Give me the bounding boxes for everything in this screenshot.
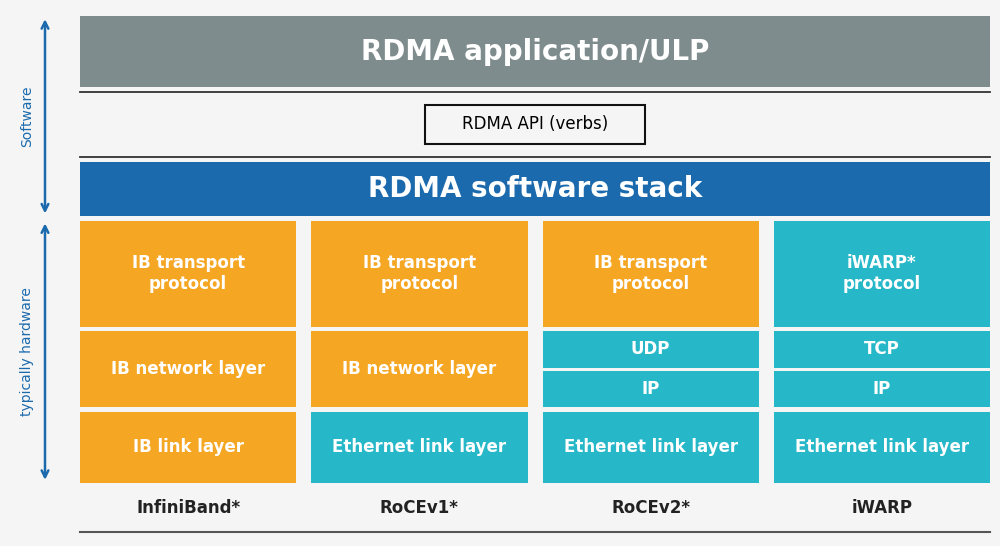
Bar [311,331,528,407]
Bar [542,412,759,483]
Text: RDMA API (verbs): RDMA API (verbs) [462,116,608,133]
Text: IP: IP [873,380,891,398]
Text: iWARP: iWARP [851,500,912,517]
Text: RoCEv1*: RoCEv1* [380,500,459,517]
Text: IB link layer: IB link layer [133,438,244,456]
Text: RoCEv2*: RoCEv2* [611,500,690,517]
Text: typically hardware: typically hardware [20,287,34,416]
Text: IB transport
protocol: IB transport protocol [363,254,476,293]
Bar [80,412,296,483]
Text: TCP: TCP [864,341,900,359]
Text: UDP: UDP [631,341,670,359]
Text: RDMA application/ULP: RDMA application/ULP [361,38,709,66]
Bar [542,371,759,407]
Text: RDMA software stack: RDMA software stack [368,175,702,203]
Text: Ethernet link layer: Ethernet link layer [564,438,738,456]
Bar [774,221,990,327]
Text: IB transport
protocol: IB transport protocol [594,254,707,293]
Text: iWARP*
protocol: iWARP* protocol [843,254,921,293]
Text: IB network layer: IB network layer [111,360,265,378]
Text: IP: IP [642,380,660,398]
Bar [80,221,296,327]
Bar [80,162,990,216]
Text: Ethernet link layer: Ethernet link layer [795,438,969,456]
Text: Software: Software [20,86,34,147]
Bar [80,331,296,407]
Bar [80,16,990,87]
Bar [425,105,645,144]
Bar [542,331,759,367]
Bar [774,412,990,483]
Text: IB network layer: IB network layer [342,360,497,378]
Bar [774,371,990,407]
Bar [542,221,759,327]
Text: Ethernet link layer: Ethernet link layer [332,438,506,456]
Bar [311,221,528,327]
Text: IB transport
protocol: IB transport protocol [132,254,245,293]
Bar [311,412,528,483]
Bar [774,331,990,367]
Text: InfiniBand*: InfiniBand* [136,500,240,517]
